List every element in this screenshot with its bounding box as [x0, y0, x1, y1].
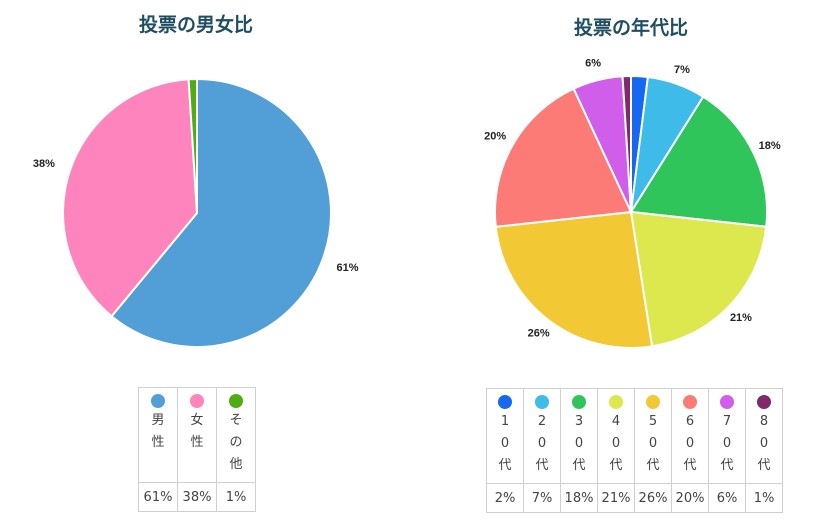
legend-label: 男性 — [151, 413, 165, 450]
age-pie-chart: 7% 18% 21% 26% 20% 6% — [484, 58, 781, 349]
age-legend-table: 10代 20代 30代 40代 50代 60代 70代 80代 2% 7% 18% 21% 26% 20… — [486, 388, 783, 513]
pie-slice-4 — [629, 210, 768, 348]
slice-label-1: 61% — [337, 262, 359, 274]
legend-item: 60代 — [671, 388, 709, 484]
legend-color-dot — [151, 394, 165, 408]
legend-item: 男性 — [138, 387, 178, 483]
legend-label: 80代 — [757, 414, 771, 473]
legend-label: その他 — [229, 413, 243, 472]
legend-label: 40代 — [609, 414, 623, 473]
legend-color-dot — [190, 394, 204, 408]
legend-value: 18% — [560, 483, 598, 513]
legend-item: 女性 — [177, 387, 217, 483]
pie-slice-8 — [621, 74, 632, 213]
slice-label-5: 26% — [528, 328, 550, 340]
legend-color-dot — [535, 395, 549, 409]
legend-item: 40代 — [597, 388, 635, 484]
pie-slice-6 — [494, 87, 633, 228]
legend-value: 26% — [634, 483, 672, 513]
slice-label-2: 7% — [674, 64, 690, 76]
legend-label: 60代 — [683, 414, 697, 473]
legend-label: 10代 — [498, 414, 512, 473]
legend-value: 1% — [216, 482, 256, 512]
legend-color-dot — [609, 395, 623, 409]
slice-label-2: 38% — [33, 158, 55, 170]
legend-value: 38% — [177, 482, 217, 512]
pie-slice-2 — [62, 78, 199, 318]
pie-slice-5 — [494, 210, 654, 349]
legend-value: 6% — [708, 483, 746, 513]
legend-label: 女性 — [190, 413, 204, 450]
legend-label: 50代 — [646, 414, 660, 473]
legend-item: その他 — [216, 387, 256, 483]
age-chart-title: 投票の年代比 — [573, 17, 688, 39]
legend-label: 20代 — [535, 414, 549, 473]
pie-slice-3 — [629, 95, 768, 228]
legend-value: 7% — [523, 483, 561, 513]
pie-slice-3 — [187, 77, 198, 214]
legend-value: 61% — [138, 482, 178, 512]
legend-item: 80代 — [745, 388, 783, 484]
legend-value: 20% — [671, 483, 709, 513]
legend-color-dot — [572, 395, 586, 409]
gender-chart-title: 投票の男女比 — [138, 14, 253, 36]
legend-color-dot — [720, 395, 734, 409]
legend-color-dot — [646, 395, 660, 409]
legend-item: 50代 — [634, 388, 672, 484]
slice-label-6: 20% — [484, 130, 506, 142]
slice-label-3: 18% — [759, 140, 781, 152]
legend-value: 21% — [597, 483, 635, 513]
gender-legend-table: 男性 女性 その他 61% 38% 1% — [138, 387, 256, 512]
legend-color-dot — [757, 395, 771, 409]
legend-label: 30代 — [572, 414, 586, 473]
slice-label-7: 6% — [585, 58, 601, 70]
legend-color-dot — [229, 394, 243, 408]
legend-item: 10代 — [486, 388, 524, 484]
legend-item: 20代 — [523, 388, 561, 484]
legend-item: 30代 — [560, 388, 598, 484]
legend-color-dot — [683, 395, 697, 409]
pie-slice-1 — [110, 77, 332, 348]
legend-value: 1% — [745, 483, 783, 513]
legend-label: 70代 — [720, 414, 734, 473]
legend-value: 2% — [486, 483, 524, 513]
legend-color-dot — [498, 395, 512, 409]
slice-label-4: 21% — [730, 312, 752, 324]
gender-pie-chart: 61% 38% — [33, 77, 359, 348]
legend-item: 70代 — [708, 388, 746, 484]
